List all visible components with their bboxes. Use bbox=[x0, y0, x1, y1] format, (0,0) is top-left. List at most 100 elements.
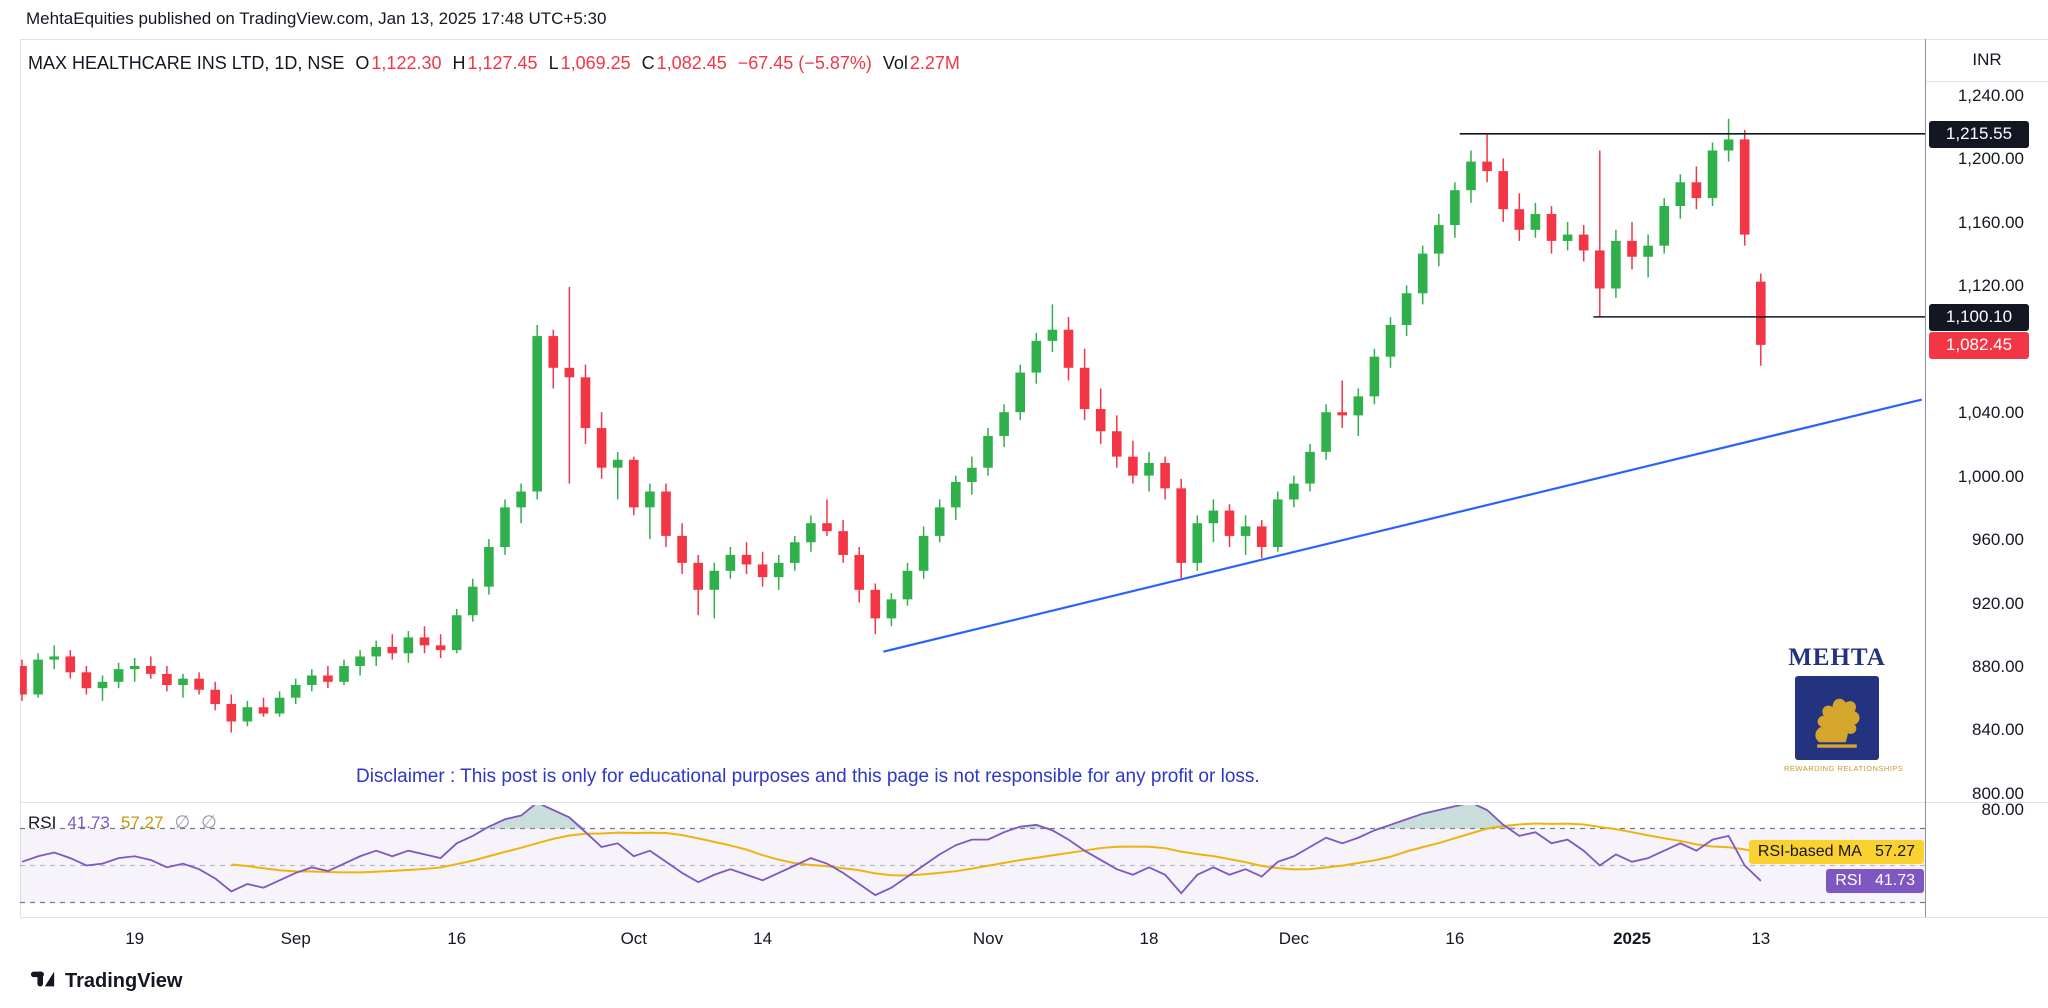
candle bbox=[580, 364, 591, 444]
candle bbox=[1659, 198, 1669, 254]
candle bbox=[1321, 404, 1331, 460]
price-axis-label: 1,000.00 bbox=[1957, 466, 2024, 486]
low-label: L bbox=[548, 53, 559, 73]
candle bbox=[806, 515, 816, 552]
candle bbox=[97, 675, 108, 701]
footer-bar: TradingView bbox=[30, 966, 182, 997]
currency-box: INR bbox=[1926, 39, 2048, 82]
card-border-left bbox=[20, 39, 21, 962]
candle bbox=[258, 697, 269, 717]
price-level-badge: 1,215.55 bbox=[1929, 120, 2029, 148]
close-field: C 1,082.45 bbox=[642, 53, 727, 74]
trendline[interactable] bbox=[883, 398, 1923, 653]
candle bbox=[612, 451, 623, 500]
candle bbox=[1530, 202, 1541, 238]
candle bbox=[226, 694, 237, 733]
candle bbox=[1514, 193, 1525, 241]
hide-indicator-icon[interactable]: ∅ bbox=[174, 812, 191, 832]
tradingview-wordmark[interactable]: TradingView bbox=[65, 970, 183, 992]
close-label: C bbox=[641, 53, 655, 73]
time-axis-label: 19 bbox=[125, 929, 145, 948]
candle bbox=[661, 483, 671, 548]
candle bbox=[178, 673, 188, 698]
price-axis-label: 1,160.00 bbox=[1957, 212, 2024, 232]
price-axis[interactable]: 1,240.00 1,200.00 1,160.00 1,120.00 1,040.00… bbox=[1926, 39, 2048, 803]
candle bbox=[387, 634, 398, 660]
symbol-header: MAX HEALTHCARE INS LTD, 1D, NSE O 1,122.3… bbox=[28, 53, 960, 74]
candle bbox=[1401, 285, 1412, 337]
volume-value: 2.27M bbox=[909, 53, 960, 73]
change-value: −67.45 (−5.87%) bbox=[737, 53, 872, 73]
candle bbox=[435, 634, 446, 659]
candle bbox=[65, 650, 76, 679]
rsi-axis-label: 80.00 bbox=[1981, 800, 2024, 819]
hide-indicator-icon[interactable]: ∅ bbox=[201, 812, 217, 832]
time-axis[interactable]: 19 Sep 16 Oct 14 Nov 18 Dec 16 2025 13 bbox=[20, 917, 2048, 963]
rsi-pane[interactable] bbox=[20, 805, 1925, 917]
low-field: L 1,069.25 bbox=[549, 53, 631, 74]
time-axis-label: 2025 bbox=[1613, 929, 1651, 948]
candle bbox=[1240, 515, 1251, 555]
candle bbox=[162, 665, 172, 692]
disclaimer-text: Disclaimer : This post is only for educa… bbox=[356, 766, 1260, 787]
candle bbox=[741, 542, 752, 574]
rsi-value: 41.73 bbox=[67, 812, 110, 832]
candle bbox=[1675, 174, 1686, 219]
time-axis-label: 18 bbox=[1139, 929, 1159, 948]
symbol-title[interactable]: MAX HEALTHCARE INS LTD, 1D, NSE bbox=[28, 53, 345, 73]
rsi-overbought-fill bbox=[22, 805, 1761, 829]
price-chart[interactable] bbox=[20, 39, 1925, 802]
open-value: 1,122.30 bbox=[371, 53, 442, 73]
price-axis-label: 1,200.00 bbox=[1957, 149, 2024, 169]
card-border-top bbox=[20, 39, 2048, 40]
candle bbox=[757, 551, 768, 587]
candle bbox=[709, 562, 720, 619]
candle bbox=[1079, 348, 1090, 421]
time-axis-label: Nov bbox=[972, 929, 1004, 948]
candle bbox=[951, 475, 961, 521]
candle bbox=[339, 659, 349, 685]
candle bbox=[1128, 440, 1138, 484]
attribution-text: MehtaEquities published on TradingView.c… bbox=[26, 9, 607, 28]
candle bbox=[1466, 150, 1476, 203]
candle bbox=[49, 645, 59, 670]
candle bbox=[693, 554, 703, 616]
candle bbox=[516, 483, 526, 524]
rsi-badge-label: RSI bbox=[1835, 871, 1862, 889]
price-axis-label: 880.00 bbox=[1972, 656, 2024, 676]
candle bbox=[1756, 273, 1766, 366]
candle bbox=[419, 626, 430, 654]
candle bbox=[1578, 225, 1589, 262]
time-axis-label: Sep bbox=[280, 929, 311, 948]
candle bbox=[934, 499, 945, 543]
candle bbox=[596, 412, 607, 479]
price-axis-label: 960.00 bbox=[1972, 530, 2024, 550]
candle bbox=[1305, 443, 1315, 492]
mehta-tagline: REWARDING RELATIONSHIPS bbox=[1784, 764, 1904, 773]
rsi-value-badge: RSI 41.73 bbox=[1826, 868, 1924, 893]
candle bbox=[194, 672, 204, 695]
candle bbox=[1723, 118, 1734, 162]
candle bbox=[645, 483, 655, 540]
candle bbox=[1015, 364, 1025, 421]
time-axis-label: 14 bbox=[753, 929, 773, 948]
candle bbox=[725, 547, 736, 579]
candle bbox=[1562, 221, 1573, 251]
price-axis-label: 800.00 bbox=[1972, 783, 2024, 803]
candle bbox=[1047, 304, 1058, 352]
candle bbox=[902, 562, 913, 606]
candle bbox=[1369, 348, 1380, 405]
candle bbox=[500, 499, 510, 555]
tradingview-logo-icon[interactable] bbox=[30, 966, 56, 997]
candle bbox=[323, 665, 333, 689]
attribution-bar: MehtaEquities published on TradingView.c… bbox=[26, 9, 606, 29]
candle bbox=[677, 523, 687, 574]
candle bbox=[773, 554, 784, 590]
time-axis-label: Dec bbox=[1278, 929, 1310, 948]
candle bbox=[564, 286, 575, 484]
candle bbox=[1450, 182, 1460, 238]
mehta-logo: MEHTA REWARDING RELATIONSHIPS bbox=[1784, 644, 1904, 773]
last-price-badge: 1,082.45 bbox=[1929, 331, 2029, 359]
time-axis-label: Oct bbox=[620, 929, 648, 948]
candle bbox=[81, 665, 92, 695]
